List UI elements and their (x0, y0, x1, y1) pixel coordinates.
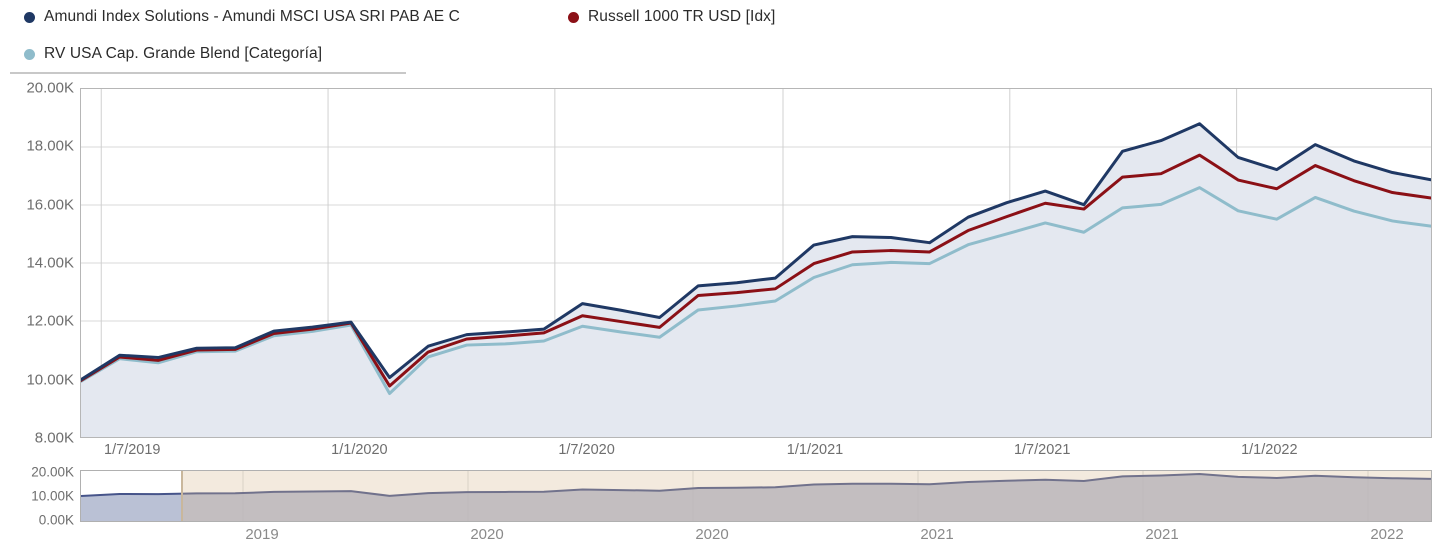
legend-dot-icon (568, 11, 579, 23)
chart-legend: Amundi Index Solutions - Amundi MSCI USA… (0, 0, 1440, 62)
series-line (81, 153, 1431, 388)
y-axis-tick-label: 20.00K (26, 79, 74, 97)
series-canvas (81, 89, 1431, 437)
main-plot-container: 20.00K 18.00K 16.00K 14.00K 12.00K 10.00K 8.00… (0, 79, 1440, 460)
navigator-container[interactable]: 20.00K 10.00K 0.00K 2019 2020 2020 2021 2021 20… (0, 464, 1440, 560)
navigator-y-tick-label: 20.00K (31, 464, 74, 480)
x-axis-tick-label: 1/7/2020 (558, 442, 615, 458)
x-axis-labels: 1/7/2019 1/1/2020 1/7/2020 1/1/2021 1/7/2021… (80, 442, 1432, 464)
navigator-x-tick-label: 2021 (1145, 526, 1179, 543)
legend-dot-icon (24, 48, 35, 60)
plot-area[interactable] (80, 88, 1432, 438)
y-axis-tick-label: 10.00K (26, 371, 74, 389)
x-axis-tick-label: 1/1/2021 (786, 442, 844, 458)
navigator-x-tick-label: 2020 (470, 526, 504, 543)
legend-item-index[interactable]: Russell 1000 TR USD [Idx] (568, 8, 775, 26)
navigator-handle-right[interactable] (181, 471, 184, 521)
legend-label-category: RV USA Cap. Grande Blend [Categoría] (44, 45, 323, 62)
legend-item-category[interactable]: RV USA Cap. Grande Blend [Categoría] (24, 45, 322, 63)
y-axis-tick-label: 8.00K (34, 429, 74, 447)
y-axis-labels: 20.00K 18.00K 16.00K 14.00K 12.00K 10.00K 8.00… (0, 79, 74, 447)
series-line (81, 186, 1431, 395)
x-axis-tick-label: 1/1/2020 (331, 442, 388, 458)
legend-item-fund[interactable]: Amundi Index Solutions - Amundi MSCI USA… (24, 8, 460, 26)
navigator-y-axis-labels: 20.00K 10.00K 0.00K (0, 464, 74, 528)
navigator-area-fill (81, 474, 1431, 521)
navigator-x-tick-label: 2021 (920, 526, 954, 543)
series-line (81, 122, 1431, 382)
x-axis-tick-label: 1/7/2021 (1013, 442, 1071, 458)
y-axis-tick-label: 18.00K (26, 137, 74, 155)
navigator-series-line (81, 472, 1431, 498)
legend-divider (10, 72, 406, 74)
legend-label-fund: Amundi Index Solutions - Amundi MSCI USA… (44, 8, 460, 25)
navigator-y-tick-label: 10.00K (31, 488, 74, 504)
navigator-x-tick-label: 2022 (1370, 526, 1404, 543)
navigator-x-tick-label: 2019 (245, 526, 279, 543)
legend-dot-icon (24, 11, 35, 23)
navigator-x-tick-label: 2020 (695, 526, 729, 543)
x-axis-tick-label: 1/7/2019 (104, 442, 161, 458)
category-area-fill (81, 187, 1431, 437)
navigator-series-canvas (81, 471, 1431, 521)
y-axis-tick-label: 16.00K (26, 196, 74, 214)
navigator-x-axis-labels: 2019 2020 2020 2021 2021 2022 (80, 526, 1432, 550)
legend-label-index: Russell 1000 TR USD [Idx] (588, 8, 776, 25)
navigator-y-tick-label: 0.00K (38, 512, 74, 528)
x-axis-tick-label: 1/1/2022 (1241, 442, 1298, 458)
y-axis-tick-label: 12.00K (26, 312, 74, 330)
navigator-track[interactable] (80, 470, 1432, 522)
y-axis-tick-label: 14.00K (26, 254, 74, 272)
